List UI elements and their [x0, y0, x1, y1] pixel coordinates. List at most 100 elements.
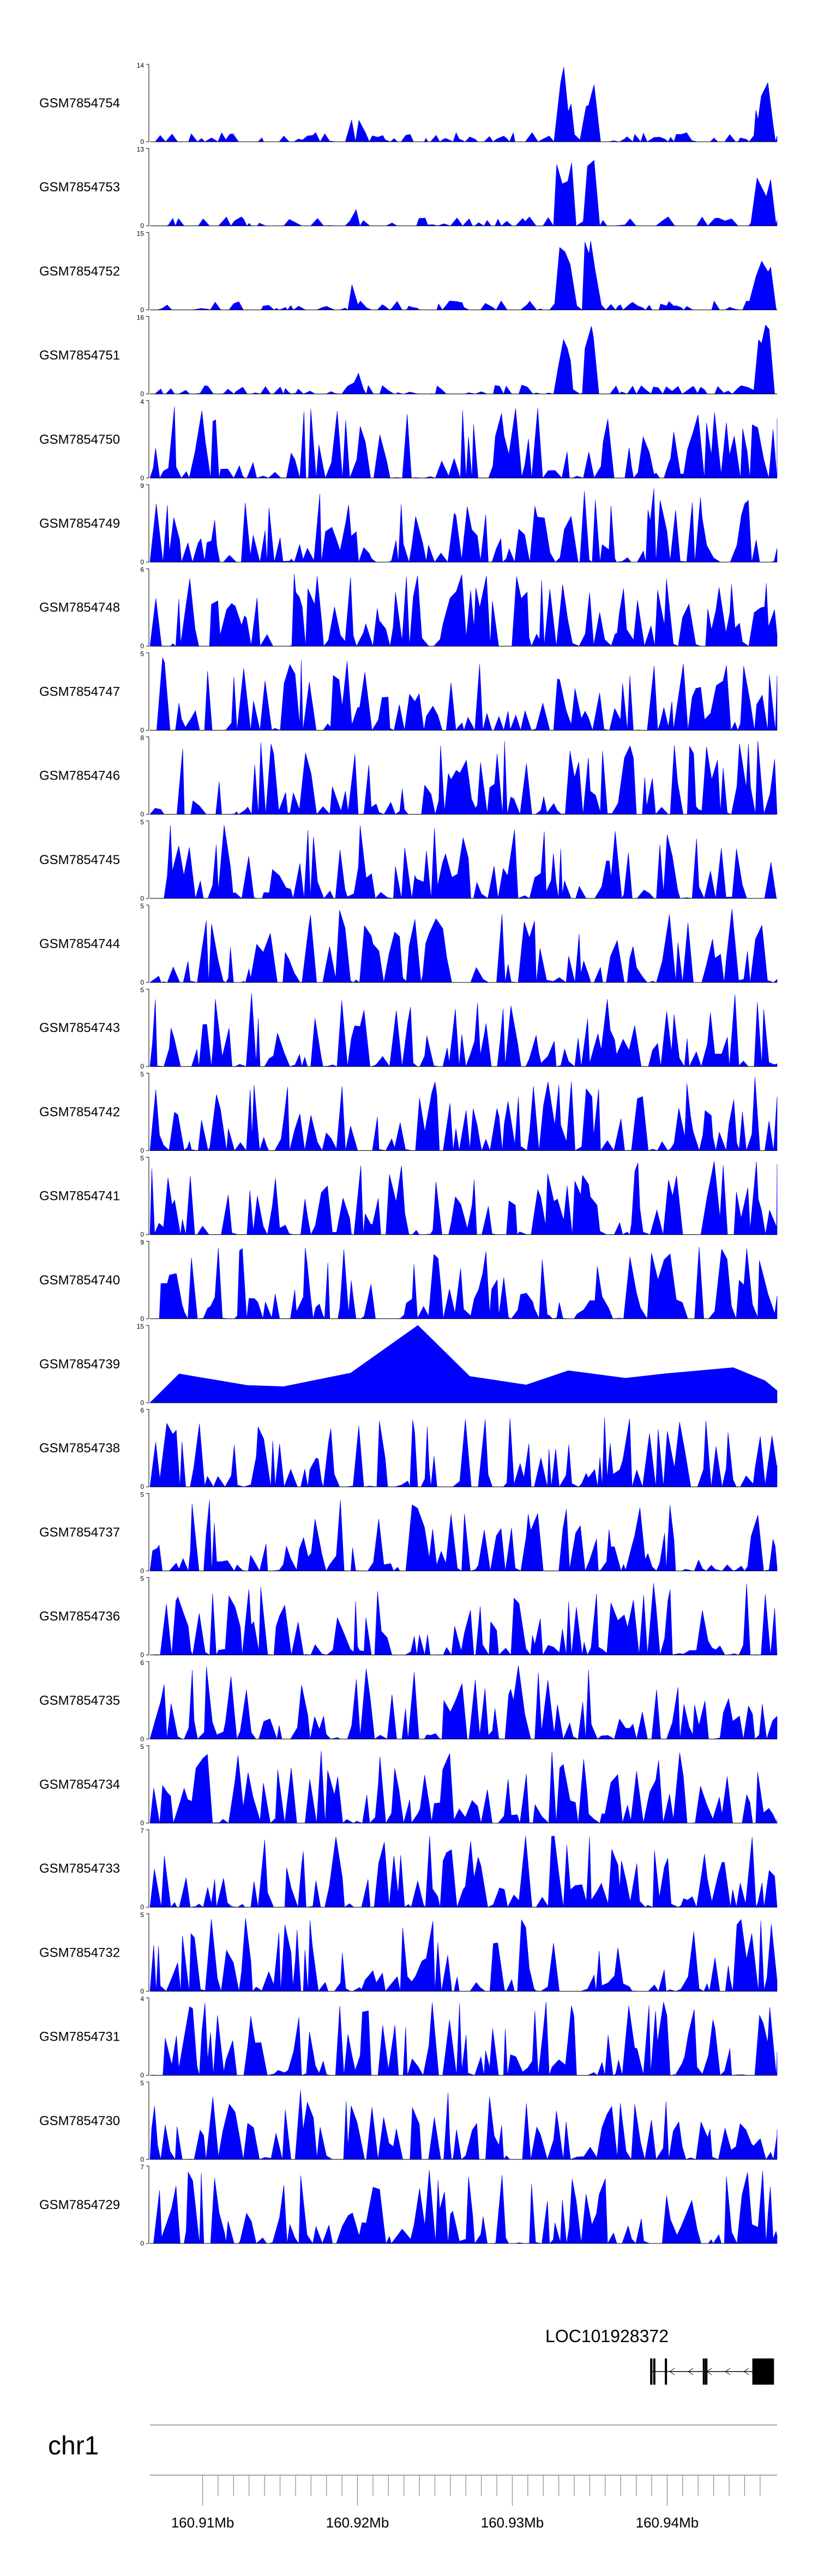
y-axis-min-label: 0 — [140, 642, 144, 650]
gene-label: LOC101928372 — [545, 2326, 669, 2346]
coverage-track: GSM7854733 7 0 — [39, 1827, 778, 1911]
y-axis-min-label: 0 — [140, 895, 144, 902]
track-label: GSM7854746 — [39, 769, 120, 783]
track-label: GSM7854753 — [39, 180, 120, 195]
track-label: GSM7854747 — [39, 684, 120, 699]
coverage-area — [150, 240, 778, 310]
chromosome-label: chr1 — [48, 2432, 99, 2460]
y-axis-max-label: 5 — [140, 1911, 144, 1919]
coverage-track: GSM7854741 5 0 — [39, 1155, 778, 1239]
track-label: GSM7854749 — [39, 516, 120, 531]
track-label: GSM7854751 — [39, 348, 120, 363]
track-label: GSM7854739 — [39, 1357, 120, 1372]
y-axis-max-label: 16 — [137, 314, 145, 322]
coverage-track: GSM7854749 9 0 — [39, 482, 778, 566]
y-axis-max-label: 5 — [140, 1743, 144, 1751]
track-label: GSM7854734 — [39, 1777, 120, 1792]
coverage-track: GSM7854739 15 0 — [39, 1323, 778, 1407]
coverage-track: GSM7854729 7 0 — [39, 2163, 778, 2247]
coverage-track: GSM7854735 6 0 — [39, 1659, 778, 1743]
y-axis-min-label: 0 — [140, 222, 144, 230]
y-axis-min-label: 0 — [140, 1819, 144, 1827]
y-axis-min-label: 0 — [140, 726, 144, 734]
y-axis-max-label: 4 — [140, 1995, 144, 2003]
y-axis-min-label: 0 — [140, 390, 144, 398]
coverage-track: GSM7854745 5 0 — [39, 818, 777, 902]
y-axis-min-label: 0 — [140, 1315, 144, 1323]
y-axis-max-label: 15 — [137, 1323, 145, 1330]
y-axis-max-label: 8 — [140, 734, 144, 742]
y-axis-max-label: 6 — [140, 1407, 144, 1414]
y-axis-min-label: 0 — [140, 1483, 144, 1491]
coverage-area — [149, 574, 778, 647]
gene-exon — [665, 2358, 667, 2385]
coverage-area — [149, 909, 778, 983]
track-label: GSM7854743 — [39, 1021, 120, 1035]
y-axis-max-label: 6 — [140, 566, 144, 574]
coverage-area — [149, 1751, 778, 1824]
y-axis-max-label: 15 — [137, 230, 145, 237]
track-label: GSM7854750 — [39, 432, 120, 447]
y-axis-max-label: 5 — [140, 2079, 144, 2087]
y-axis-max-label: 5 — [140, 902, 144, 910]
gene-exon — [705, 2358, 708, 2385]
coverage-track: GSM7854740 9 0 — [39, 1239, 778, 1323]
y-axis-max-label: 5 — [140, 1491, 144, 1498]
y-axis-min-label: 0 — [140, 1147, 144, 1154]
y-axis-min-label: 0 — [140, 2072, 144, 2079]
track-label: GSM7854729 — [39, 2198, 120, 2212]
coverage-track: GSM7854742 5 0 — [39, 1070, 778, 1154]
y-axis-min-label: 0 — [140, 138, 144, 146]
coverage-track: GSM7854738 6 0 — [39, 1407, 778, 1491]
y-axis-min-label: 0 — [140, 1987, 144, 1995]
gene-exon — [653, 2358, 655, 2385]
coverage-track: GSM7854730 5 0 — [39, 2079, 778, 2163]
track-label: GSM7854742 — [39, 1105, 120, 1119]
coverage-area — [150, 160, 778, 227]
coverage-area — [150, 1246, 778, 1319]
y-axis-max-label: 7 — [140, 2163, 144, 2171]
y-axis-max-label: 5 — [140, 986, 144, 994]
coverage-area — [150, 67, 778, 142]
coverage-track: GSM7854747 5 0 — [39, 650, 778, 734]
y-axis-max-label: 7 — [140, 1827, 144, 1835]
track-label: GSM7854754 — [39, 96, 120, 111]
track-label: GSM7854748 — [39, 600, 120, 615]
track-label: GSM7854744 — [39, 937, 120, 951]
genome-axis-label: 160.93Mb — [481, 2514, 544, 2531]
strand-chevron — [725, 2368, 731, 2375]
y-axis-max-label: 13 — [137, 146, 145, 153]
track-label: GSM7854733 — [39, 1861, 120, 1876]
coverage-track: GSM7854746 8 0 — [39, 734, 778, 818]
coverage-area — [149, 488, 778, 563]
y-axis-max-label: 5 — [140, 818, 144, 826]
y-axis-min-label: 0 — [140, 306, 144, 313]
coverage-track: GSM7854753 13 0 — [39, 146, 778, 230]
coverage-track: GSM7854752 15 0 — [39, 230, 778, 313]
genome-axis-label: 160.91Mb — [171, 2514, 234, 2531]
gene-exon — [752, 2358, 774, 2385]
strand-chevron — [743, 2368, 749, 2375]
y-axis-max-label: 14 — [137, 62, 145, 69]
y-axis-min-label: 0 — [140, 1567, 144, 1574]
coverage-area — [149, 1500, 778, 1572]
y-axis-min-label: 0 — [140, 1063, 144, 1070]
coverage-area — [149, 1665, 778, 1740]
coverage-track: GSM7854751 16 0 — [39, 314, 777, 398]
coverage-area — [149, 1077, 778, 1151]
genome-axis-label: 160.94Mb — [636, 2514, 699, 2531]
gene-exon — [650, 2358, 653, 2385]
coverage-track: GSM7854734 5 0 — [39, 1743, 778, 1827]
coverage-area — [149, 1918, 778, 1992]
coverage-track: GSM7854743 5 0 — [39, 986, 778, 1070]
y-axis-min-label: 0 — [140, 1231, 144, 1239]
y-axis-min-label: 0 — [140, 979, 144, 986]
y-axis-min-label: 0 — [140, 1399, 144, 1407]
track-label: GSM7854741 — [39, 1189, 120, 1204]
coverage-area — [149, 1161, 778, 1235]
y-axis-max-label: 9 — [140, 1239, 144, 1246]
y-axis-min-label: 0 — [140, 474, 144, 482]
coverage-area — [149, 741, 778, 815]
